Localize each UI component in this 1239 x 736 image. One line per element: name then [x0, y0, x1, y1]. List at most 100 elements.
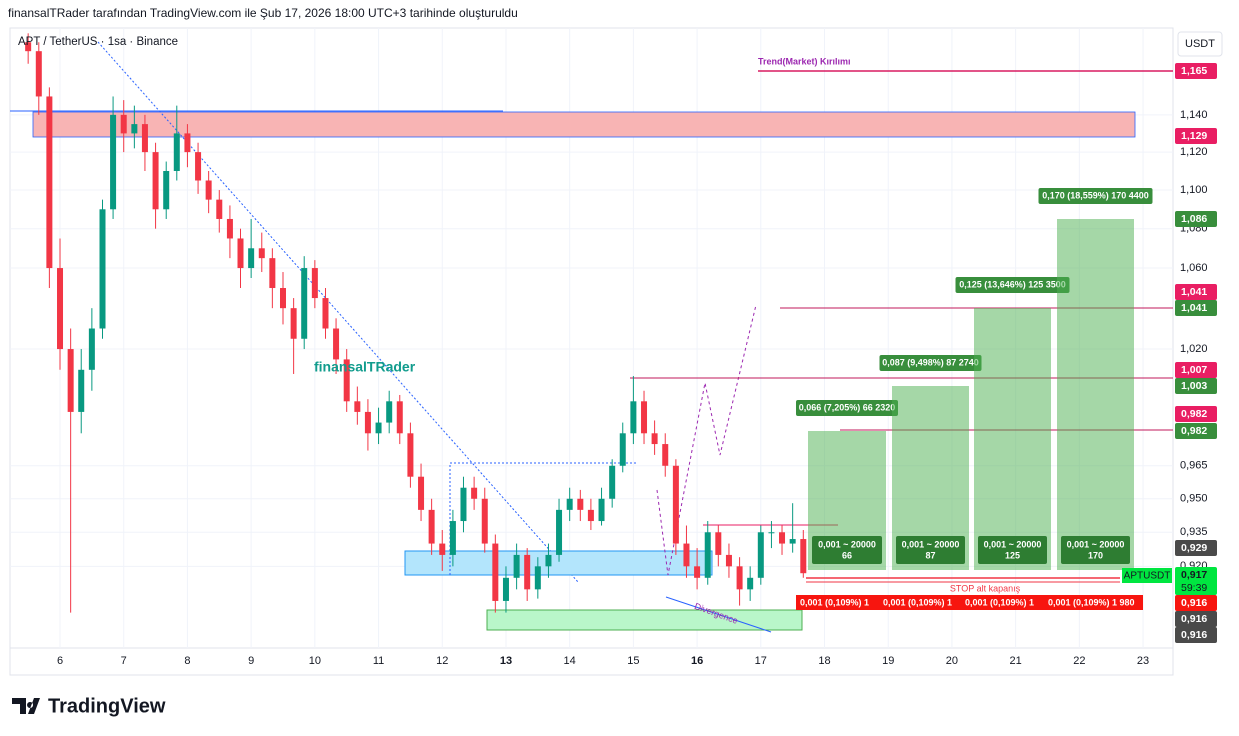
candle-body [35, 51, 42, 97]
x-tick-label: 11 [373, 655, 384, 667]
candle-body [99, 209, 106, 329]
candle-body [311, 268, 318, 299]
y-tick-label: 1,100 [1180, 184, 1208, 196]
candle-body [258, 248, 265, 259]
brand: TradingView [48, 695, 166, 717]
candle-body [439, 543, 446, 555]
price-badge [1175, 378, 1217, 394]
price-badge [1175, 362, 1217, 378]
y-tick-label: 1,120 [1180, 146, 1208, 158]
price-badges: 1,165 1,129 1,086 1,041 1,041 1,007 1,003 0,982… [1175, 63, 1217, 643]
qty-label: 0,001 ~ 20000 [902, 539, 960, 549]
candle-body [88, 328, 95, 370]
currency[interactable]: USDT [1185, 38, 1215, 50]
stop-amount: 0,001 (0,109%) 1 [883, 597, 952, 607]
candle-body [471, 487, 478, 499]
caption: finansalTRader tarafından TradingView.co… [8, 6, 518, 20]
y-tick-label: 1,020 [1180, 343, 1208, 355]
x-tick-label: 21 [1010, 655, 1022, 667]
x-tick-label: 8 [184, 655, 190, 667]
candle-body [587, 509, 594, 522]
price-badge-label: 1,165 [1181, 65, 1207, 77]
candle-body [67, 349, 74, 412]
candle-body [333, 328, 340, 360]
target-label: 0,170 (18,559%) 170 4400 [1042, 190, 1149, 200]
candle-body [524, 554, 531, 590]
candle-body [195, 152, 202, 181]
target-label-box [879, 355, 982, 371]
candle-body [57, 268, 64, 350]
candle-body [725, 554, 732, 567]
x-tick-label: 18 [818, 655, 830, 667]
target-label: 0,125 (13,646%) 125 3500 [959, 279, 1066, 289]
candle-body [226, 218, 233, 239]
x-tick-label: 15 [627, 655, 639, 667]
candle-body [248, 248, 255, 269]
candle-body [279, 288, 286, 309]
x-tick-label: 14 [564, 655, 576, 667]
watermark: finansalTRader [314, 359, 416, 375]
divergence-line [665, 596, 772, 633]
candle-body [343, 359, 350, 402]
candle-body [184, 133, 191, 153]
price-badge [1175, 128, 1217, 144]
candle-body [747, 577, 754, 590]
candle-body [630, 401, 637, 434]
candle-body [46, 96, 53, 269]
candle-body [205, 180, 212, 200]
x-tick-label: 9 [248, 655, 254, 667]
price-badge-label: 0,929 [1181, 542, 1207, 554]
x-tick-label: 13 [500, 655, 512, 667]
candle-body [269, 258, 276, 289]
target-label-box [1038, 188, 1153, 204]
candle-body [354, 401, 361, 412]
price-badge-label: 1,041 [1181, 286, 1207, 298]
candle-body [216, 199, 223, 219]
trend-break-label: Trend(Market) Kırılımı [758, 56, 851, 66]
qty-box [896, 536, 965, 564]
candle-body [322, 298, 329, 329]
candle-body [800, 539, 807, 574]
y-tick-label: 1,140 [1180, 109, 1208, 121]
candle-body [428, 509, 435, 544]
price-badge [1175, 284, 1217, 300]
price-badge [1175, 300, 1217, 316]
support-zone [486, 609, 803, 631]
target-box [974, 308, 1051, 570]
candle-body [609, 465, 616, 499]
candle-body [715, 532, 722, 555]
candle-body [449, 521, 456, 555]
price-badge-label: 1,086 [1181, 213, 1207, 225]
y-tick-label: 0,935 [1180, 526, 1208, 538]
candle-body [502, 577, 509, 601]
candle-body [641, 401, 648, 434]
price-badge [1175, 611, 1217, 627]
price-badge-label: 0,982 [1181, 425, 1207, 437]
candle-body [651, 433, 658, 445]
y-tick-label: 0,965 [1180, 460, 1208, 472]
candles [25, 33, 807, 613]
candle-body [662, 444, 669, 466]
qty-label: 0,001 ~ 20000 [818, 539, 876, 549]
y-tick-label: 1,060 [1180, 262, 1208, 274]
target-label-box [955, 277, 1070, 293]
candle-body [396, 401, 403, 434]
y-tick-label: 0,950 [1180, 493, 1208, 505]
candle-body [375, 422, 382, 434]
price-badge-label: 0,916 [1181, 613, 1207, 625]
candle-body [779, 532, 786, 544]
target-box [1057, 219, 1134, 570]
price-badge [1175, 627, 1217, 643]
target-label-box [796, 400, 898, 416]
amount-label: 87 [925, 550, 935, 560]
candle-body [110, 114, 117, 210]
candle-body [407, 433, 414, 477]
candle-body [152, 152, 159, 210]
price-badge-label: 1,007 [1181, 364, 1207, 376]
candle-body [25, 42, 32, 52]
candle-body [418, 476, 425, 510]
qty-box [812, 536, 882, 564]
candle-body [619, 433, 626, 466]
candle-body [736, 566, 743, 590]
currency-button[interactable] [1177, 31, 1223, 57]
